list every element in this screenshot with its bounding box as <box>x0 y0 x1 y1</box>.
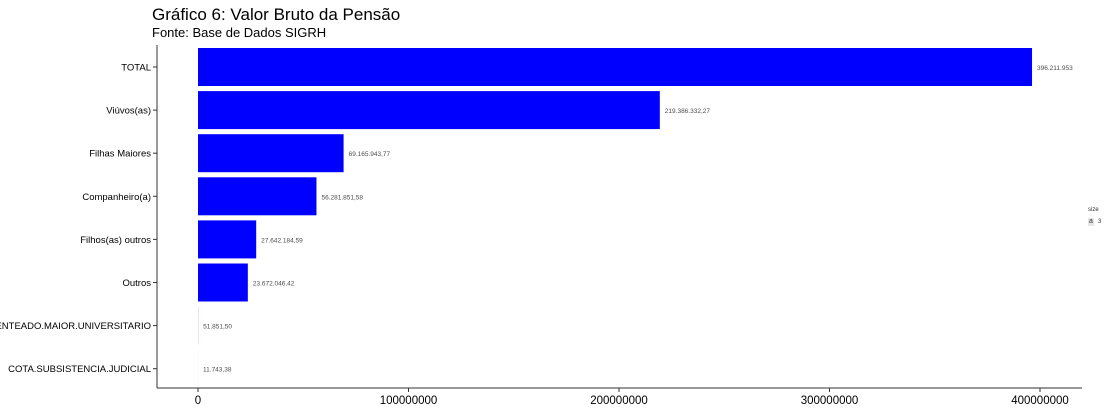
y-tick-label: Filhos(as) outros <box>80 235 151 246</box>
legend-label: 3 <box>1098 219 1102 225</box>
data-label: 27.642.184,59 <box>261 237 303 244</box>
data-label: 23.672.046,42 <box>253 281 295 288</box>
y-tick-label: Outros <box>122 278 151 289</box>
data-label: 51.851,50 <box>203 324 232 331</box>
chart-title: Gráfico 6: Valor Bruto da Pensão <box>152 5 401 24</box>
x-tick-label: 300000000 <box>801 395 859 407</box>
bar <box>198 220 257 259</box>
size-legend: size a 3 <box>1088 207 1107 229</box>
x-tick-label: 200000000 <box>590 395 648 407</box>
bar <box>198 91 660 130</box>
data-label: 56.281.851,58 <box>321 194 363 201</box>
data-label: 396.211.953 <box>1037 65 1073 72</box>
data-label: 11.743,38 <box>203 367 232 374</box>
bar <box>198 263 248 302</box>
y-tick-label: COTA.SUBSISTENCIA.JUDICIAL <box>8 364 151 375</box>
y-tick-label: ENTEADO.MAIOR.UNIVERSITARIO <box>0 321 151 332</box>
data-label: 219.386.332,27 <box>665 108 711 115</box>
bar <box>198 48 1033 86</box>
legend-key: a <box>1088 218 1094 226</box>
chart-subtitle: Fonte: Base de Dados SIGRH <box>152 25 327 40</box>
y-tick-label: TOTAL <box>121 63 151 74</box>
x-tick-label: 100000000 <box>380 395 438 407</box>
legend-title: size <box>1088 207 1099 213</box>
y-tick-label: Companheiro(a) <box>82 192 151 203</box>
x-tick-label: 0 <box>195 395 201 407</box>
y-tick-label: Filhas Maiores <box>89 149 151 160</box>
x-tick-label: 400000000 <box>1011 395 1069 407</box>
y-tick-label: Viúvos(as) <box>106 106 151 117</box>
data-label: 69.165.943,77 <box>349 151 391 158</box>
bar <box>198 134 344 173</box>
bar <box>198 177 317 216</box>
